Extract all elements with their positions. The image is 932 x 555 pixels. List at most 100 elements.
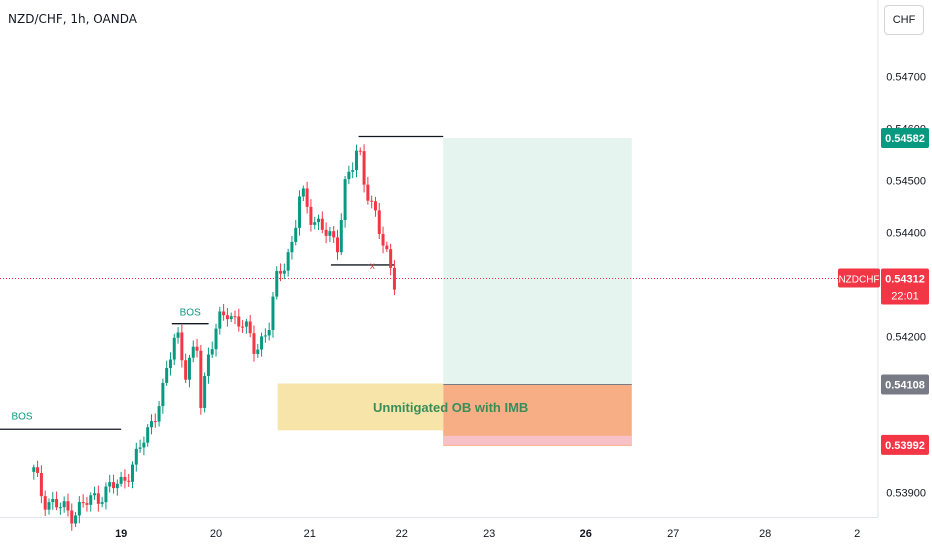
candle-body (267, 329, 271, 336)
candle-body (134, 448, 138, 465)
x-tick-label: 26 (580, 528, 592, 540)
x-tick-label: 2 (854, 528, 860, 540)
candle-body (47, 502, 51, 510)
candle-body (233, 316, 237, 318)
candle-body (58, 507, 62, 509)
x-tick-label: 20 (210, 528, 222, 540)
candle-body (324, 229, 328, 236)
candle-body (96, 493, 100, 504)
y-tick-label: 0.54700 (886, 72, 926, 84)
candle-body (32, 467, 36, 472)
candle-body (328, 231, 332, 236)
candle-body (389, 249, 393, 268)
candle-body (298, 196, 302, 228)
candle-body (214, 328, 218, 350)
order-block-label: Unmitigated OB with IMB (373, 400, 528, 415)
y-tick-label: 0.53900 (886, 488, 926, 500)
candle-body (301, 188, 305, 197)
candle-body (237, 316, 241, 327)
candle-body (131, 464, 135, 482)
candle-body (203, 375, 207, 408)
candle-body (115, 483, 119, 489)
candle-body (39, 473, 43, 497)
stop-band (443, 435, 632, 445)
x-tick-label: 19 (115, 528, 127, 540)
candle-body (165, 368, 169, 383)
bos-label: BOS (180, 308, 201, 319)
candle-body (66, 501, 70, 511)
candle-body (282, 270, 286, 274)
candle-body (354, 150, 358, 171)
candle-body (225, 315, 229, 320)
symbol-label: NZDCHF (838, 274, 879, 285)
candle-body (263, 335, 267, 337)
candle-body (309, 206, 313, 225)
candle-body (172, 337, 176, 360)
candle-body (256, 349, 260, 354)
candle-body (260, 336, 264, 350)
price-label: 0.54108 (885, 380, 925, 392)
candle-body (339, 220, 343, 253)
candle-body (153, 421, 157, 423)
candle-body (347, 171, 351, 180)
candle-body (373, 201, 377, 211)
currency-button[interactable]: CHF (884, 5, 924, 35)
symbol-label-bg (838, 268, 880, 288)
candle-body (199, 350, 203, 408)
candle-body (252, 333, 256, 354)
candle-body (343, 179, 347, 221)
candle-body (161, 382, 165, 407)
price-label: 0.53992 (885, 440, 925, 452)
candle-body (36, 467, 40, 474)
candle-body (305, 188, 309, 207)
bos-label: BOS (11, 411, 32, 422)
candle-body (218, 311, 222, 329)
candle-body (332, 231, 336, 238)
candle-body (127, 480, 131, 482)
candle-body (335, 237, 339, 253)
candle-body (362, 151, 366, 185)
target-zone (443, 138, 632, 385)
price-label: 0.54582 (885, 133, 925, 145)
candle-body (275, 271, 279, 297)
candle-body (89, 495, 93, 505)
candle-body (385, 245, 389, 250)
candle-body (222, 311, 226, 316)
candle-body (286, 252, 290, 271)
candle-body (317, 218, 321, 223)
countdown-label: 22:01 (891, 290, 919, 302)
candle-body (100, 502, 104, 504)
chart-title: NZD/CHF, 1h, OANDA (8, 12, 137, 26)
last-price-label: 0.54312 (885, 273, 925, 285)
candle-body (77, 501, 81, 516)
candle-body (43, 496, 47, 510)
candle-body (138, 447, 142, 449)
candle-body (81, 501, 85, 504)
candle-body (55, 499, 59, 508)
candle-body (392, 267, 396, 290)
x-tick-label: 22 (396, 528, 408, 540)
candle-body (112, 482, 116, 489)
candle-body (290, 241, 294, 253)
order-block-zone (277, 383, 444, 431)
candle-body (366, 184, 370, 201)
candle-body (241, 326, 245, 328)
price-label-bg (881, 434, 929, 455)
y-tick-label: 0.54500 (886, 176, 926, 188)
candle-body (248, 321, 252, 334)
candle-body (108, 482, 112, 487)
candle-body (271, 296, 275, 330)
x-tick-label: 23 (483, 528, 495, 540)
candle-body (294, 227, 298, 242)
x-tick-label: 27 (667, 528, 679, 540)
price-label-bg (881, 374, 929, 395)
candle-body (180, 332, 184, 361)
candle-body (85, 503, 89, 505)
last-price-label-bg (881, 268, 929, 305)
candle-body (279, 271, 283, 274)
candle-body (146, 427, 150, 443)
candle-body (195, 346, 199, 351)
candle-body (187, 357, 191, 380)
